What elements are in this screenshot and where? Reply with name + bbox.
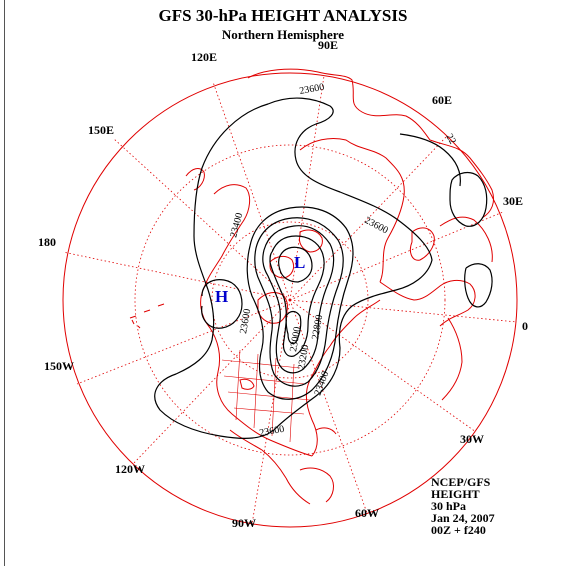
high-pressure-marker: H — [215, 287, 228, 306]
info-block: NCEP/GFS HEIGHT 30 hPa Jan 24, 2007 00Z … — [431, 476, 495, 536]
contour-label-4: 23600 — [238, 308, 253, 335]
info-level: 30 hPa — [431, 499, 467, 513]
coast-europe-north — [439, 216, 493, 263]
contour-23200 — [254, 217, 344, 387]
info-date: Jan 24, 2007 — [431, 511, 495, 525]
low-pressure-marker: L — [294, 253, 305, 272]
lon-label-90w: 90W — [232, 516, 256, 530]
lon-label-90e: 90E — [318, 38, 339, 52]
contour-label-6: 23200 — [296, 344, 311, 371]
lon-label-30w: 30W — [460, 432, 484, 446]
contour-label-3: 23400 — [228, 212, 245, 239]
lon-label-0: 0 — [522, 319, 528, 333]
coast-north-america-east — [305, 345, 331, 457]
coast-africa — [441, 317, 463, 401]
contour-22800 — [269, 235, 325, 357]
contour-east-1 — [399, 133, 461, 187]
lon-label-150w: 150W — [44, 359, 74, 373]
info-field: HEIGHT — [431, 487, 480, 501]
coast-hawaii — [131, 319, 141, 329]
lon-label-120e: 120E — [191, 50, 218, 64]
map-boundary — [62, 72, 518, 528]
coast-south-america — [299, 467, 334, 503]
image-frame — [4, 0, 566, 566]
coast-japan — [185, 168, 205, 191]
contour-label-7: 23000 — [288, 326, 303, 353]
lon-label-60e: 60E — [432, 93, 453, 107]
lon-label-60w: 60W — [355, 506, 379, 520]
contour-label-8: 22800 — [310, 314, 325, 341]
lon-label-30e: 30E — [503, 194, 524, 208]
info-forecast-hour: 00Z + f240 — [431, 523, 486, 537]
coast-caribbean — [315, 427, 337, 435]
coast-siberia — [299, 137, 405, 283]
latitude-circle-outer — [134, 144, 446, 456]
coast-europe — [379, 279, 476, 327]
political-borders — [221, 349, 311, 443]
coast-central-america — [285, 477, 311, 505]
contour-high-loop — [201, 279, 243, 329]
lon-label-150e: 150E — [88, 123, 115, 137]
chart-title: GFS 30-hPa HEIGHT ANALYSIS — [158, 6, 408, 25]
contour-inner-1 — [277, 246, 313, 283]
coast-arctic-islands — [269, 255, 295, 279]
coast-alaska — [203, 184, 251, 289]
contour-label-1: 23600 — [299, 82, 326, 97]
contour-label-10: 22 — [443, 132, 458, 146]
contour-23400 — [246, 206, 354, 400]
contour-europe — [449, 171, 488, 227]
lon-label-180: 180 — [38, 235, 56, 249]
coast-asia — [247, 68, 495, 219]
coast-gulf — [229, 429, 287, 479]
height-contours — [154, 97, 493, 439]
coastlines — [129, 68, 495, 505]
contour-23000 — [262, 225, 335, 374]
coast-hudson — [257, 292, 288, 324]
coast-aleutians — [129, 303, 165, 319]
lon-label-120w: 120W — [115, 462, 145, 476]
info-source: NCEP/GFS — [431, 475, 491, 489]
contour-label-2: 23600 — [363, 215, 390, 236]
chart-subtitle: Northern Hemisphere — [221, 27, 345, 42]
latitude-circle-inner — [211, 221, 369, 379]
contour-east-2 — [464, 263, 493, 308]
coast-lakes — [239, 378, 255, 390]
contour-inner-2 — [285, 310, 302, 345]
coast-arctic-islands-2 — [299, 229, 323, 253]
contour-23600-outer — [154, 97, 433, 439]
contour-label-9: 23600 — [259, 424, 286, 439]
